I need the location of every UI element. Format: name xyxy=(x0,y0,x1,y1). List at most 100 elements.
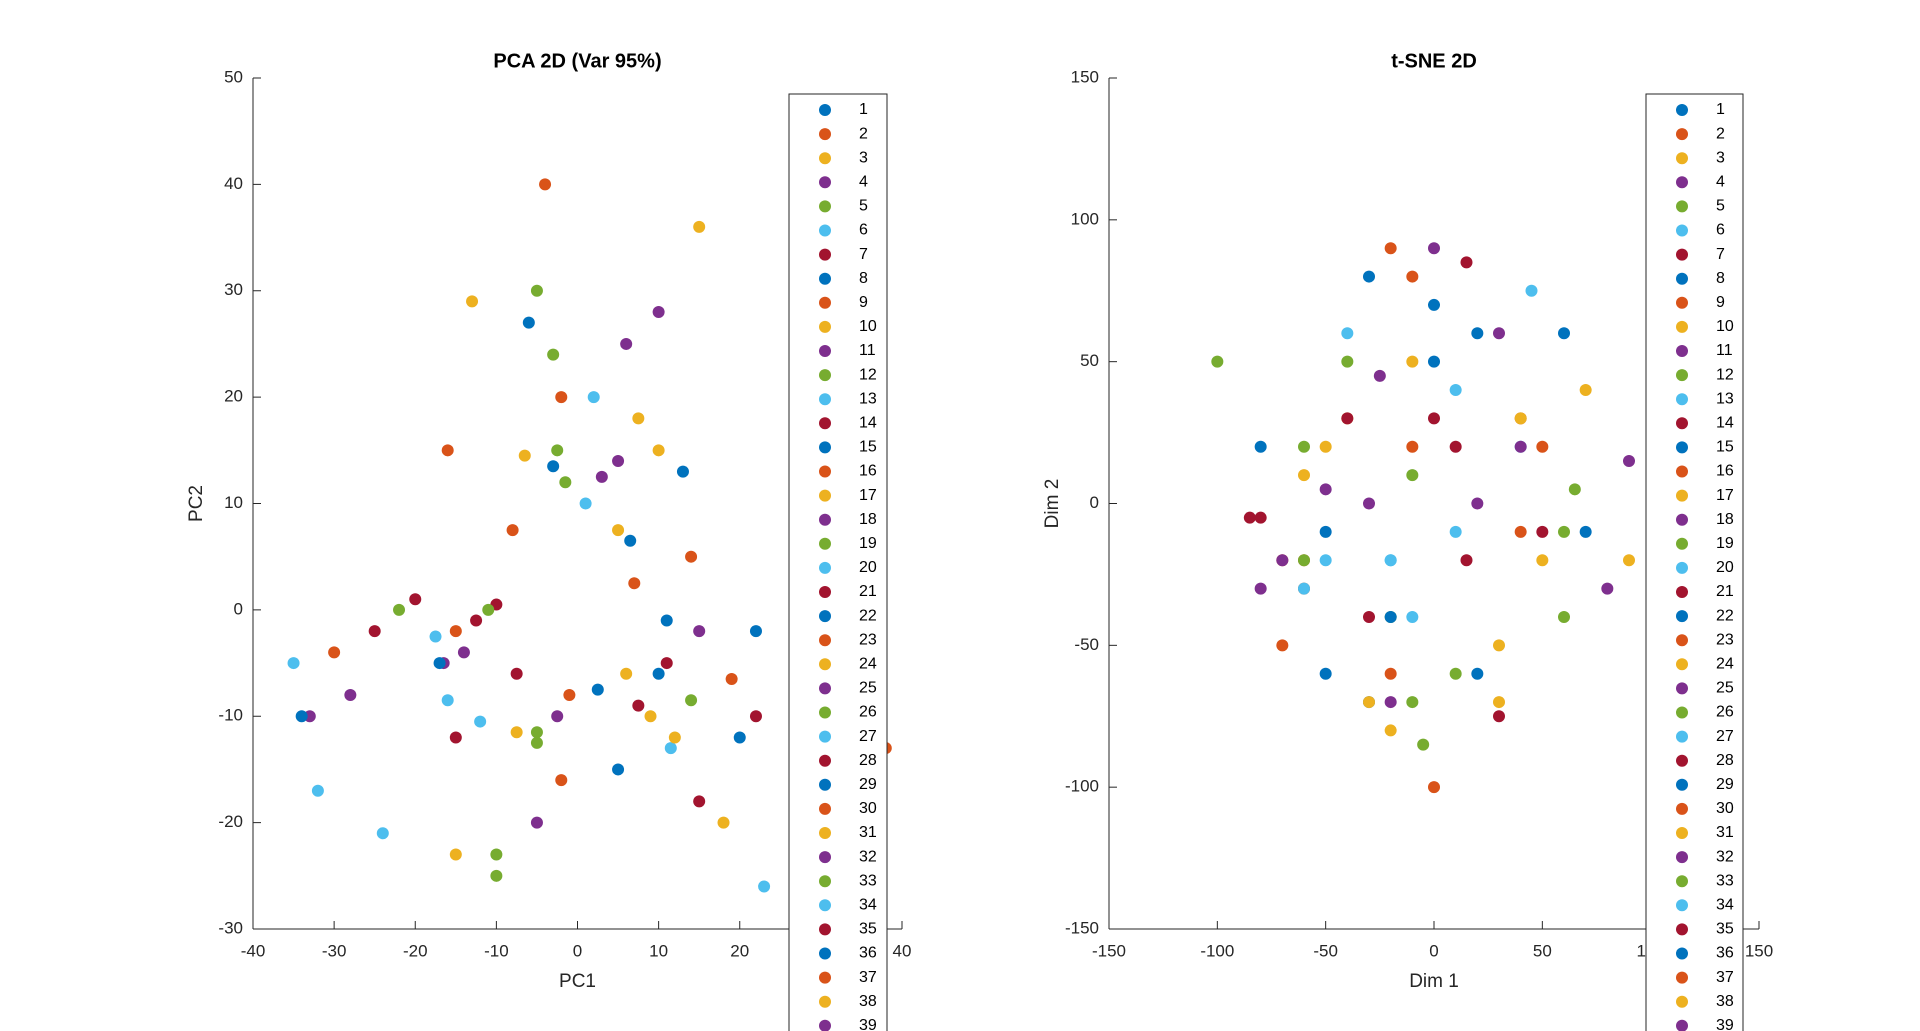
legend-label: 38 xyxy=(859,993,877,1010)
y-tick-label: -150 xyxy=(1065,918,1099,937)
point xyxy=(311,784,324,797)
legend-label: 19 xyxy=(859,535,877,552)
point xyxy=(595,470,608,483)
chart-title: t-SNE 2D xyxy=(1391,50,1477,72)
point xyxy=(1623,554,1635,567)
legend-marker xyxy=(819,875,831,888)
legend-label: 23 xyxy=(859,631,877,648)
y-tick-label: -10 xyxy=(218,706,243,725)
legend-label: 24 xyxy=(1716,656,1734,673)
legend-marker xyxy=(1676,441,1688,454)
point xyxy=(733,731,746,744)
legend-marker xyxy=(1676,561,1688,574)
legend-label: 1 xyxy=(1716,101,1725,118)
legend-label: 9 xyxy=(859,294,868,311)
point xyxy=(555,774,568,787)
legend-marker xyxy=(819,947,831,960)
point xyxy=(1460,554,1473,567)
legend-label: 16 xyxy=(859,463,877,480)
legend-marker xyxy=(1676,875,1688,888)
legend-marker xyxy=(819,706,831,719)
point xyxy=(1471,667,1484,680)
point xyxy=(1428,242,1440,255)
points xyxy=(287,178,892,893)
legend-marker xyxy=(1676,152,1688,165)
point xyxy=(668,731,681,744)
point xyxy=(530,284,543,297)
legend-label: 14 xyxy=(1716,415,1734,432)
legend-label: 14 xyxy=(859,415,877,432)
x-axis-label: PC1 xyxy=(559,971,596,992)
point xyxy=(344,688,357,701)
legend-label: 3 xyxy=(859,149,868,166)
x-tick-label: -150 xyxy=(1092,941,1126,960)
legend-label: 11 xyxy=(859,342,876,359)
legend: 1234567891011121314151617181920212223242… xyxy=(788,93,888,1031)
legend-marker xyxy=(819,224,831,237)
point xyxy=(449,731,462,744)
legend-label: 26 xyxy=(1716,704,1734,721)
point xyxy=(591,683,604,696)
legend-label: 17 xyxy=(859,487,877,504)
legend-label: 27 xyxy=(1716,728,1734,745)
y-tick-label: 30 xyxy=(224,280,243,299)
point xyxy=(1449,384,1462,397)
legend-marker xyxy=(1676,104,1688,116)
legend-label: 6 xyxy=(859,222,868,239)
legend-marker xyxy=(819,851,831,864)
legend-label: 10 xyxy=(1716,318,1734,335)
legend-label: 28 xyxy=(859,752,877,769)
point xyxy=(1493,696,1505,709)
point xyxy=(1493,639,1505,652)
point xyxy=(1514,440,1527,453)
point xyxy=(287,657,300,670)
legend-label: 27 xyxy=(859,728,877,745)
point xyxy=(652,667,665,680)
x-tick-label: -30 xyxy=(322,941,347,960)
point xyxy=(295,710,308,723)
legend-marker xyxy=(819,296,831,309)
legend-marker xyxy=(1676,971,1688,984)
point xyxy=(530,816,543,829)
legend-marker xyxy=(819,827,831,839)
legend-label: 30 xyxy=(859,800,877,817)
point xyxy=(328,646,341,659)
legend-label: 31 xyxy=(859,824,877,841)
legend-label: 2 xyxy=(859,125,868,142)
point xyxy=(1568,483,1581,496)
y-tick-label: 50 xyxy=(1080,351,1099,370)
point xyxy=(693,220,706,233)
y-tick-label: -30 xyxy=(218,918,243,937)
point xyxy=(1319,525,1332,538)
legend-marker xyxy=(1676,369,1688,382)
point xyxy=(685,694,698,707)
legend-label: 22 xyxy=(859,607,877,624)
point xyxy=(632,412,645,425)
legend-label: 20 xyxy=(1716,559,1734,576)
legend-label: 36 xyxy=(1716,945,1734,962)
legend-label: 21 xyxy=(859,583,877,600)
legend-marker xyxy=(819,465,831,478)
legend-label: 7 xyxy=(1716,246,1725,263)
legend-label: 25 xyxy=(859,680,877,697)
point xyxy=(1276,554,1289,567)
point xyxy=(1384,724,1397,737)
point xyxy=(559,476,572,489)
legend-label: 33 xyxy=(1716,872,1734,889)
legend-marker xyxy=(1676,489,1688,502)
point xyxy=(490,869,503,882)
legend-label: 10 xyxy=(859,318,877,335)
point xyxy=(717,816,730,829)
legend-marker xyxy=(819,393,831,406)
point xyxy=(1406,469,1419,482)
point xyxy=(547,460,560,473)
legend-label: 38 xyxy=(1716,993,1734,1010)
point xyxy=(518,449,531,462)
point xyxy=(1319,440,1332,453)
legend-marker xyxy=(819,923,831,936)
legend-label: 29 xyxy=(1716,776,1734,793)
legend-marker xyxy=(1676,802,1688,815)
legend-label: 37 xyxy=(859,969,877,986)
legend-label: 30 xyxy=(1716,800,1734,817)
legend-label: 6 xyxy=(1716,222,1725,239)
